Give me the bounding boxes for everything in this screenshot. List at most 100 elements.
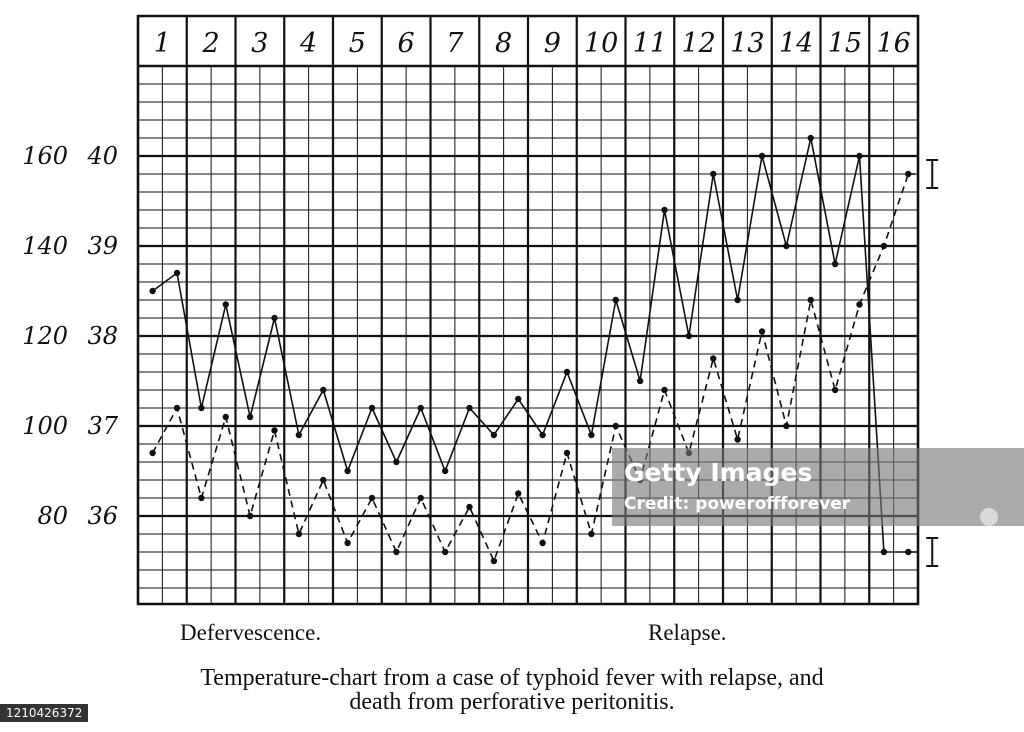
solid-series-line [152, 137, 909, 553]
solid-series-point [661, 206, 668, 214]
solid-series-point [466, 404, 473, 412]
dashed-series-point [758, 328, 766, 335]
solid-series-point [198, 404, 205, 412]
temp-label-39: 39 [87, 232, 118, 260]
dashed-series-point [612, 422, 619, 430]
day-label-16: 16 [876, 28, 910, 59]
pulse-label-100: 100 [22, 412, 68, 440]
pulse-label-160: 160 [22, 142, 68, 170]
solid-series-point [490, 431, 498, 439]
pulse-label-80: 80 [37, 502, 68, 530]
watermark-logo: Getty Images [624, 458, 813, 487]
day-label-4: 4 [299, 28, 317, 59]
solid-series-point [710, 170, 717, 178]
watermark-banner: Getty Images Credit: poweroffforever [612, 448, 1024, 526]
dashed-series-point [295, 530, 303, 538]
dashed-series-point [417, 494, 424, 502]
solid-series-point [856, 152, 863, 160]
dashed-series-point [710, 355, 717, 362]
solid-series-point [393, 458, 400, 466]
dashed-series-point [539, 539, 546, 547]
dashed-series-point [588, 530, 595, 538]
solid-series-point [368, 404, 376, 412]
day-label-9: 9 [544, 28, 561, 59]
dashed-series-point [271, 427, 278, 434]
dashed-series-point [320, 476, 327, 484]
day-label-2: 2 [202, 28, 220, 59]
solid-series-point [173, 269, 181, 277]
solid-series-point [417, 404, 424, 412]
day-label-3: 3 [251, 28, 268, 59]
day-label-14: 14 [779, 28, 813, 59]
dashed-series-point [246, 512, 254, 520]
solid-series-point [222, 301, 229, 308]
series-layer [149, 134, 939, 567]
solid-series-point [831, 260, 839, 268]
dashed-series-point [441, 548, 449, 556]
chart-caption: Temperature-chart from a case of typhoid… [0, 666, 1024, 714]
temp-label-37: 37 [87, 412, 118, 440]
day-label-8: 8 [495, 28, 512, 59]
solid-series-point [149, 287, 156, 295]
defervescence-label: Defervescence. [180, 620, 322, 645]
day-label-5: 5 [349, 28, 366, 59]
dashed-series-point [393, 548, 400, 556]
dashed-series-point [198, 494, 205, 502]
dashed-series-point [515, 490, 522, 497]
solid-series-point [807, 134, 814, 142]
dashed-series-point [368, 494, 376, 502]
dashed-series-point [783, 422, 790, 430]
dashed-series-line [151, 173, 910, 564]
image-id-badge: 1210426372 [0, 704, 89, 722]
solid-series-point [636, 377, 644, 385]
solid-series-point [588, 431, 595, 439]
watermark-credit: Credit: poweroffforever [624, 494, 851, 514]
dashed-series-point [149, 449, 156, 457]
day-label-12: 12 [681, 28, 715, 59]
solid-series-point [344, 467, 351, 475]
solid-series-point [563, 368, 571, 376]
y-axis-labels: 160 40 140 39 120 38 100 37 80 36 [22, 142, 119, 530]
solid-series-point [441, 467, 449, 475]
chart-frame [136, 14, 920, 606]
dashed-series-point [831, 386, 839, 394]
day-label-6: 6 [398, 28, 415, 59]
solid-series-point [246, 413, 254, 421]
day-label-10: 10 [584, 28, 618, 59]
solid-series-point [320, 386, 327, 394]
pulse-label-120: 120 [22, 322, 68, 350]
day-label-13: 13 [730, 28, 764, 59]
dashed-series-point [466, 503, 473, 511]
solid-series-point [295, 431, 303, 439]
dashed-series-point [880, 242, 888, 250]
day-number-row: 1 2 3 4 5 6 7 8 9 10 11 12 13 14 15 16 [154, 28, 911, 59]
solid-series-point [734, 296, 741, 304]
dashed-series-point [173, 404, 181, 412]
pulse-label-140: 140 [22, 232, 68, 260]
dashed-series-point [222, 413, 229, 421]
solid-series-point [685, 332, 693, 340]
day-label-15: 15 [828, 28, 862, 59]
solid-series-point [515, 395, 522, 403]
solid-series-point [271, 314, 278, 322]
solid-series-point [612, 296, 619, 304]
dashed-series-point [563, 449, 571, 457]
day-label-11: 11 [633, 28, 667, 59]
temp-label-36: 36 [87, 502, 118, 530]
relapse-label: Relapse. [648, 620, 727, 645]
dashed-series-point [807, 296, 814, 304]
dashed-series-point [734, 436, 741, 443]
dashed-series-point [661, 386, 668, 394]
temp-label-40: 40 [86, 142, 118, 170]
dashed-series-point [856, 301, 863, 308]
solid-series-point [783, 242, 790, 250]
dashed-series-point [344, 539, 351, 547]
dashed-series-point [490, 557, 498, 565]
watermark-dot-icon [980, 508, 998, 526]
temp-label-38: 38 [87, 322, 118, 350]
solid-series-point [758, 152, 766, 160]
solid-series-point [880, 548, 888, 556]
caption-line-1: Temperature-chart from a case of typhoid… [200, 665, 824, 691]
caption-line-2: death from perforative peritonitis. [349, 689, 675, 715]
day-label-1: 1 [154, 28, 171, 59]
